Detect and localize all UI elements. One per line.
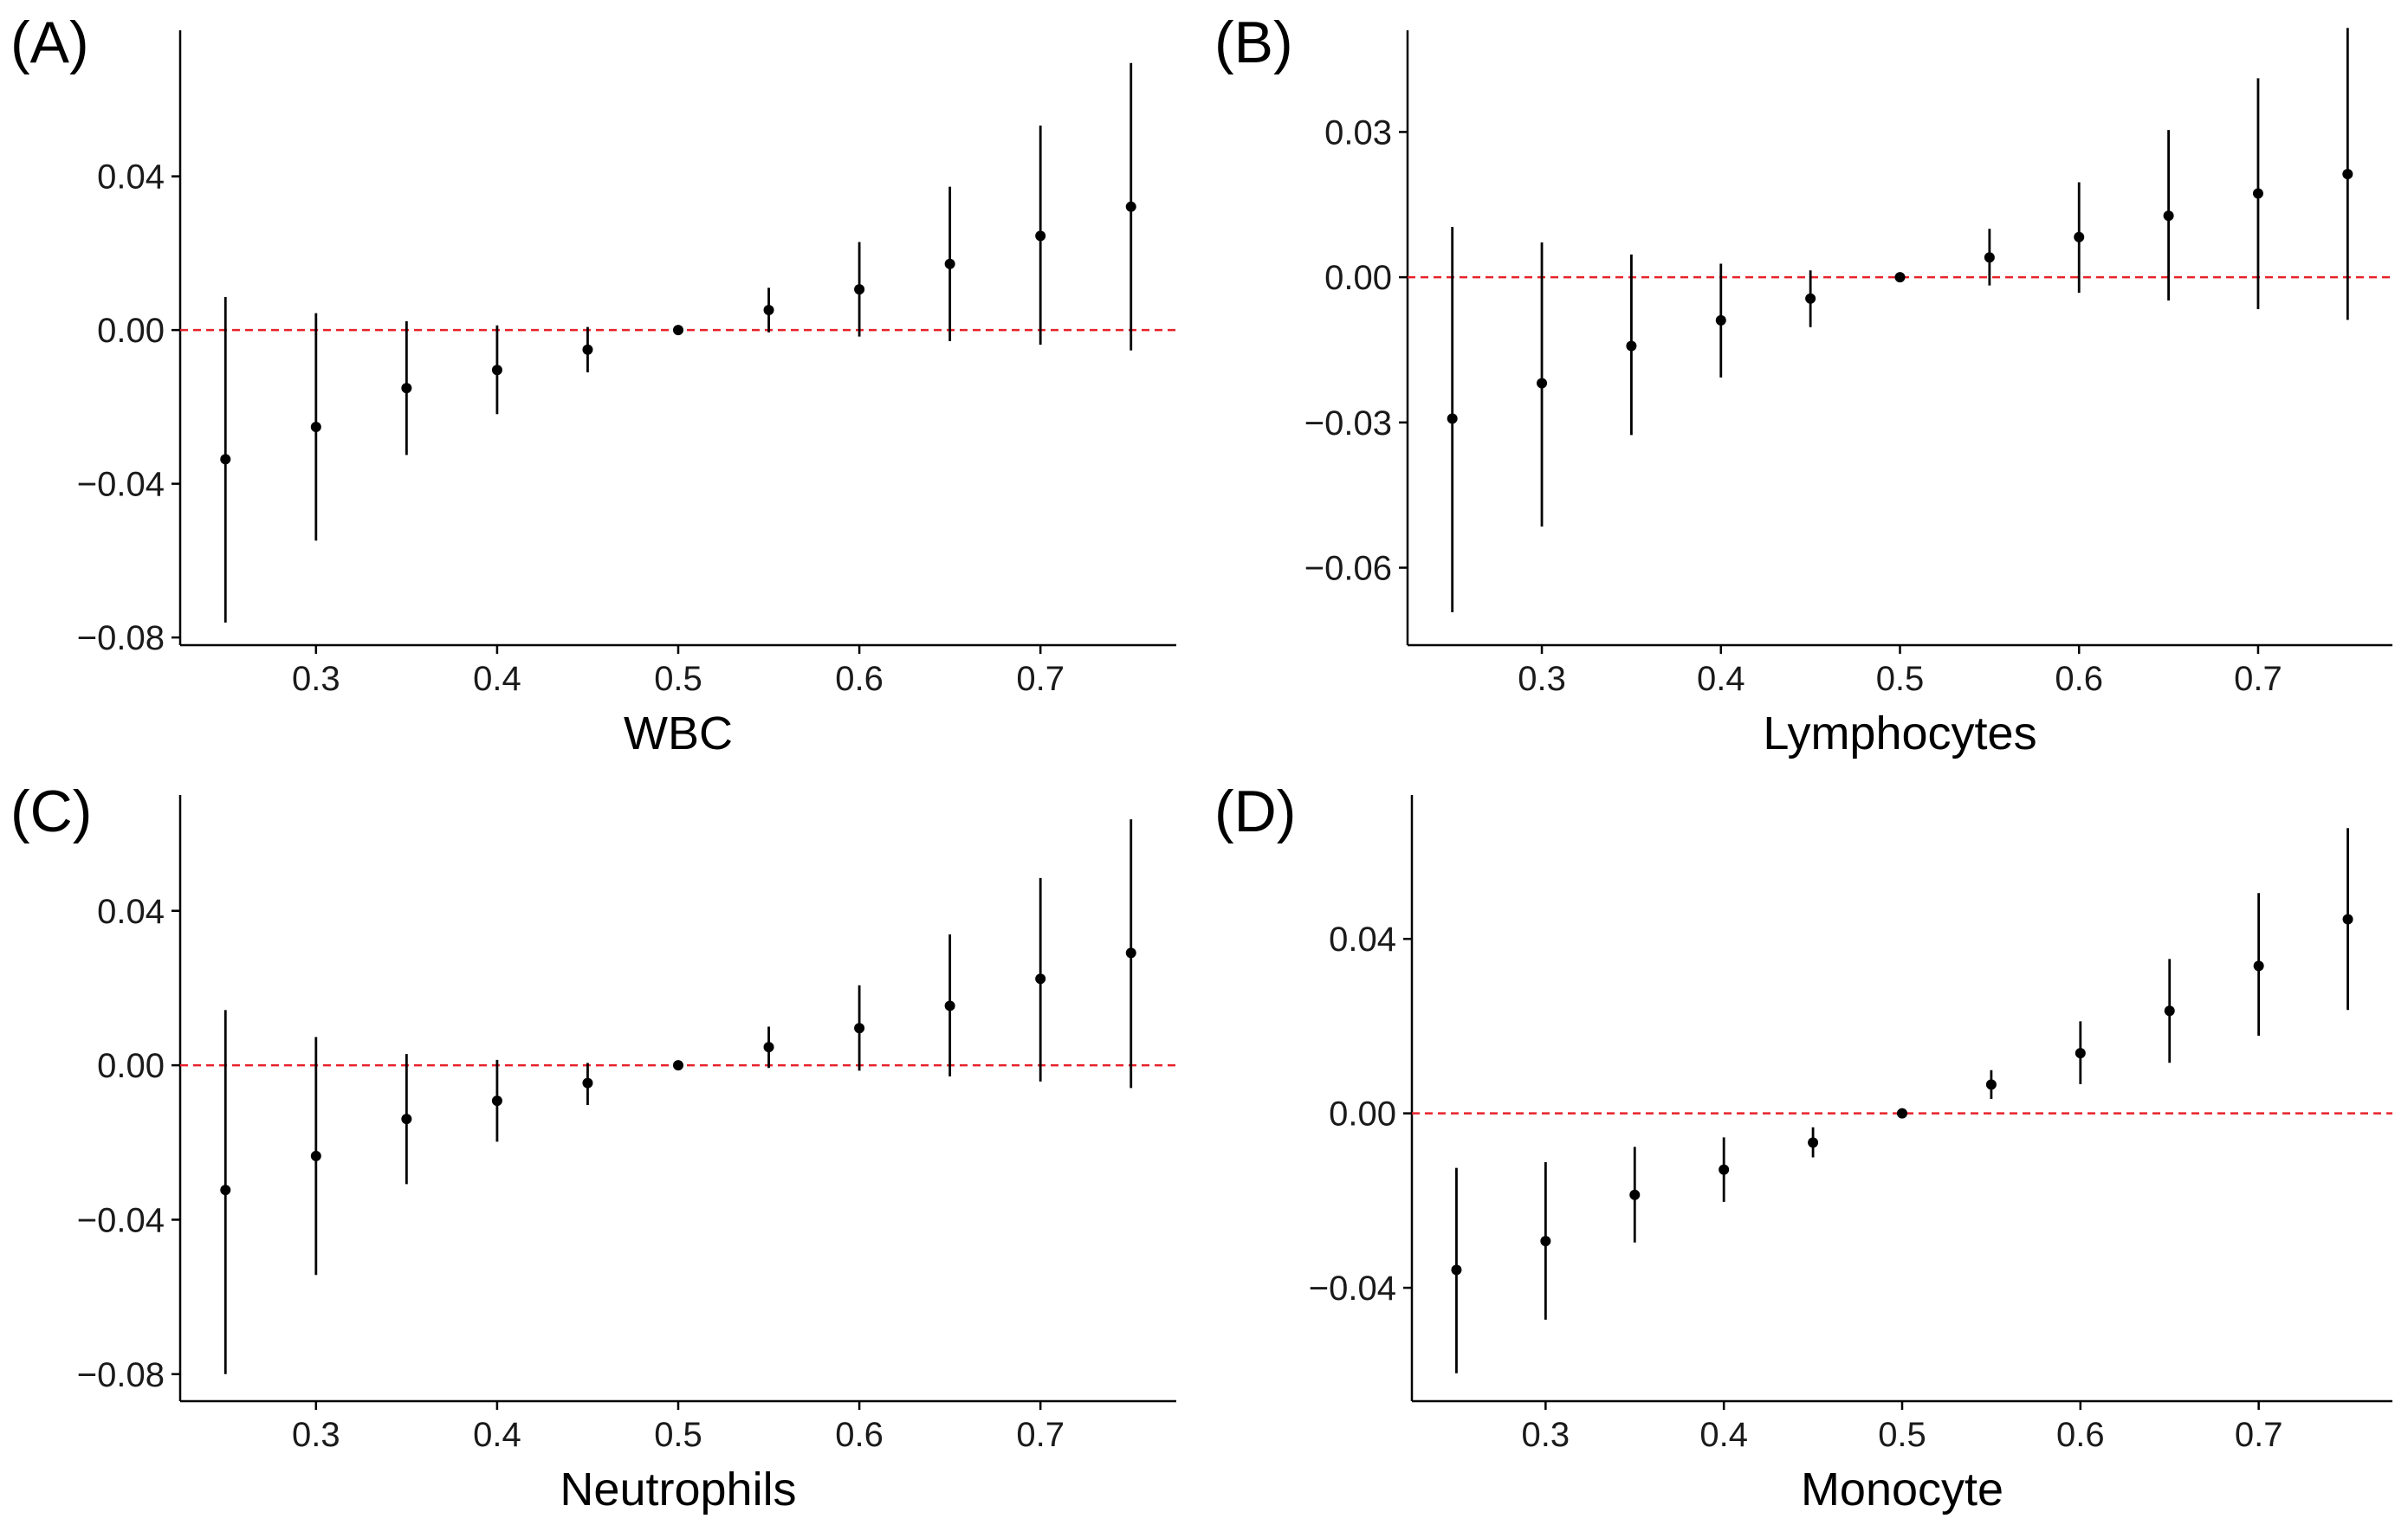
- x-axis-title-d: Monocyte: [1801, 1464, 2003, 1515]
- data-point-a: [944, 258, 955, 269]
- x-tick-label-c: 0.3: [292, 1416, 340, 1454]
- x-tick-label-b: 0.6: [2055, 660, 2103, 698]
- data-point-b: [2163, 210, 2174, 222]
- y-tick-label-d: 0.04: [1329, 921, 1396, 959]
- chart-panel-a: (A) 0.3 0.4 0.5 0.6 0.7 −0.08 −0.04 0.00 0.04 WBC: [0, 0, 1204, 769]
- data-point-a: [1035, 230, 1046, 242]
- data-point-a: [763, 305, 774, 316]
- data-point-d: [1540, 1236, 1551, 1247]
- x-tick-label-c: 0.5: [654, 1416, 702, 1454]
- data-point-c: [673, 1060, 683, 1071]
- y-tick-label-c: −0.08: [77, 1356, 165, 1394]
- data-point-a: [854, 284, 865, 295]
- data-point-b: [1447, 413, 1458, 424]
- x-tick-label-d: 0.5: [1878, 1416, 1926, 1454]
- data-point-d: [2075, 1048, 2086, 1059]
- plot-b: 0.3 0.4 0.5 0.6 0.7 −0.06 −0.03 0.00 0.03 Lymphoc…: [1304, 28, 2392, 759]
- x-axis-title-c: Neutrophils: [560, 1464, 796, 1515]
- data-point-d: [2342, 914, 2353, 925]
- data-point-a: [401, 383, 412, 394]
- data-point-d: [1897, 1108, 1907, 1119]
- y-tick-label-c: 0.04: [97, 893, 165, 931]
- data-point-c: [401, 1114, 412, 1125]
- x-tick-label-c: 0.4: [473, 1416, 521, 1454]
- data-point-c: [491, 1095, 502, 1107]
- x-tick-label-d: 0.4: [1699, 1416, 1748, 1454]
- data-point-c: [1125, 947, 1136, 959]
- data-point-c: [944, 1000, 955, 1011]
- x-tick-label-a: 0.6: [835, 660, 884, 698]
- y-tick-label-b: 0.00: [1324, 259, 1392, 297]
- panel-label-c: (C): [10, 779, 93, 844]
- panel-label-a: (A): [10, 10, 89, 75]
- data-point-b: [2252, 188, 2263, 199]
- y-tick-label-d: −0.04: [1309, 1270, 1396, 1308]
- x-tick-label-b: 0.4: [1697, 660, 1745, 698]
- y-tick-label-b: 0.03: [1324, 113, 1392, 152]
- data-point-d: [1808, 1137, 1819, 1148]
- x-tick-label-c: 0.6: [835, 1416, 884, 1454]
- data-point-b: [1626, 340, 1637, 352]
- data-point-d: [1719, 1164, 1730, 1175]
- x-tick-label-a: 0.4: [473, 660, 521, 698]
- panel-label-b: (B): [1214, 10, 1293, 75]
- x-tick-label-b: 0.3: [1518, 660, 1566, 698]
- data-point-c: [582, 1077, 593, 1089]
- chart-panel-c: (C) 0.3 0.4 0.5 0.6 0.7 −0.08 −0.04 0.00 0.04 Neu…: [0, 769, 1204, 1538]
- y-tick-label-a: 0.04: [97, 158, 165, 197]
- data-point-c: [310, 1150, 321, 1161]
- data-point-a: [673, 325, 683, 336]
- y-tick-label-b: −0.06: [1304, 550, 1392, 588]
- panel-label-d: (D): [1214, 779, 1297, 844]
- data-point-b: [1537, 378, 1548, 389]
- y-tick-label-b: −0.03: [1304, 404, 1392, 443]
- data-point-c: [220, 1185, 231, 1196]
- data-point-b: [1805, 293, 1816, 304]
- data-point-a: [1125, 201, 1136, 212]
- x-tick-label-b: 0.5: [1876, 660, 1925, 698]
- data-point-d: [2164, 1005, 2175, 1017]
- data-point-a: [310, 421, 321, 432]
- data-point-d: [1451, 1264, 1462, 1276]
- data-point-b: [1894, 272, 1906, 283]
- data-point-c: [763, 1042, 774, 1053]
- data-point-b: [2074, 231, 2085, 242]
- y-tick-label-a: −0.08: [77, 619, 165, 657]
- y-tick-label-c: −0.04: [77, 1201, 165, 1239]
- y-tick-label-a: −0.04: [77, 466, 165, 504]
- data-point-b: [1984, 252, 1995, 263]
- plot-c: 0.3 0.4 0.5 0.6 0.7 −0.08 −0.04 0.00 0.04 Neutrop…: [77, 795, 1176, 1515]
- plot-d: 0.3 0.4 0.5 0.6 0.7 −0.04 0.00 0.04 Monocyte: [1309, 795, 2392, 1515]
- data-point-a: [220, 454, 231, 465]
- x-axis-title-a: WBC: [624, 708, 733, 759]
- plot-a: 0.3 0.4 0.5 0.6 0.7 −0.08 −0.04 0.00 0.04 WBC: [77, 30, 1176, 759]
- x-tick-label-d: 0.7: [2235, 1416, 2283, 1454]
- y-tick-label-c: 0.00: [97, 1047, 165, 1085]
- chart-panel-b: (B) 0.3 0.4 0.5 0.6 0.7 −0.06 −0.03 0.00 0.03 Lym…: [1204, 0, 2408, 769]
- data-point-c: [854, 1023, 865, 1034]
- data-point-d: [1629, 1189, 1641, 1200]
- data-point-c: [1035, 973, 1046, 985]
- data-point-b: [1715, 314, 1726, 326]
- x-tick-label-d: 0.3: [1522, 1416, 1570, 1454]
- x-tick-label-c: 0.7: [1016, 1416, 1065, 1454]
- y-tick-label-a: 0.00: [97, 312, 165, 350]
- x-tick-label-a: 0.7: [1016, 660, 1065, 698]
- y-tick-label-d: 0.00: [1329, 1095, 1396, 1134]
- x-tick-label-a: 0.5: [654, 660, 702, 698]
- x-axis-title-b: Lymphocytes: [1763, 708, 2036, 759]
- data-point-a: [582, 344, 593, 355]
- data-point-a: [491, 365, 502, 376]
- data-point-b: [2342, 169, 2353, 180]
- data-point-d: [2253, 960, 2264, 972]
- x-tick-label-b: 0.7: [2234, 660, 2282, 698]
- x-tick-label-d: 0.6: [2056, 1416, 2105, 1454]
- data-point-d: [1985, 1079, 1997, 1090]
- x-tick-label-a: 0.3: [292, 660, 340, 698]
- chart-panel-d: (D) 0.3 0.4 0.5 0.6 0.7 −0.04 0.00 0.04 Monocyte: [1204, 769, 2408, 1538]
